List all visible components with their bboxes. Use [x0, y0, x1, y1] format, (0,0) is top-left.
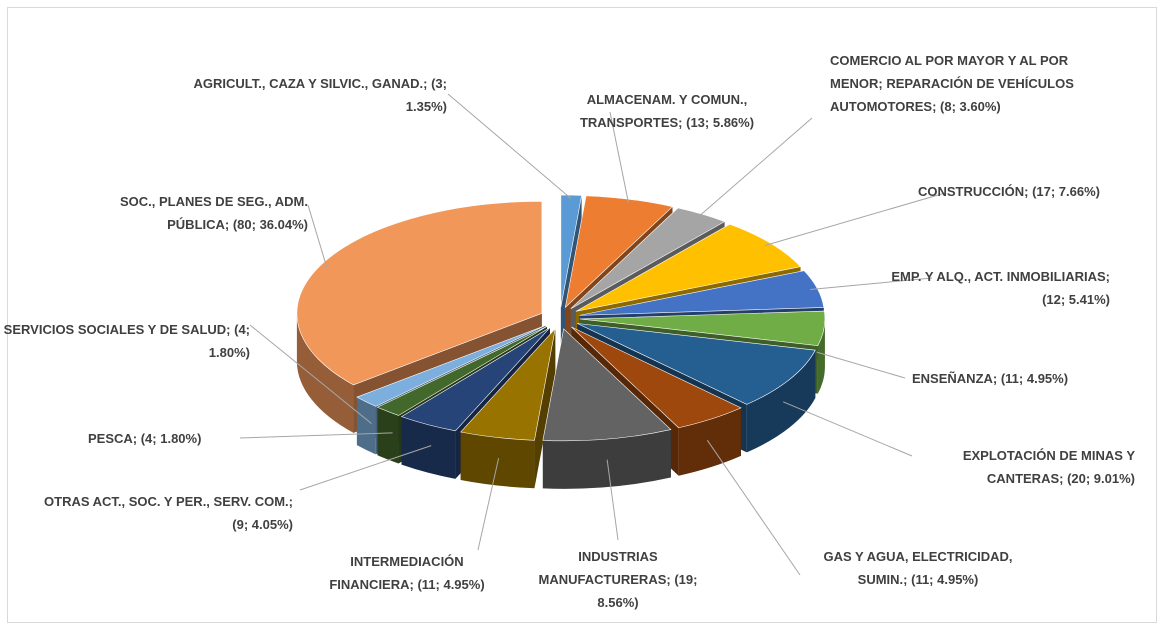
- data-label: EMP. Y ALQ., ACT. INMOBILIARIAS; (12; 5.…: [891, 269, 1110, 307]
- slice: [542, 328, 672, 489]
- data-label: INDUSTRIAS MANUFACTURERAS; (19; 8.56%): [538, 549, 698, 610]
- leader-line: [447, 93, 572, 199]
- leader-line: [307, 204, 328, 268]
- data-label: ENSEÑANZA; (11; 4.95%): [912, 371, 1069, 386]
- slice-top: [564, 195, 674, 309]
- data-label: CONSTRUCCIÓN; (17; 7.66%): [917, 184, 1100, 199]
- slice-side: [678, 407, 741, 476]
- leader-line: [606, 459, 619, 541]
- slice-top: [400, 327, 551, 432]
- slice-side: [356, 397, 376, 455]
- leader-line: [299, 445, 432, 491]
- slice-side: [401, 416, 456, 479]
- leader-line: [477, 458, 500, 551]
- slice-top: [542, 328, 672, 442]
- slice-top: [577, 323, 816, 405]
- leader-line: [249, 324, 372, 424]
- slice-top: [376, 326, 548, 416]
- data-label: SERVICIOS SOCIALES Y DE SALUD; (4; 1.80%…: [3, 322, 250, 360]
- leader-line: [816, 351, 906, 379]
- leader-line: [782, 401, 913, 457]
- data-label: INTERMEDIACIÓN FINANCIERA; (11; 4.95%): [329, 554, 485, 592]
- slice-top: [356, 325, 546, 407]
- data-label: EXPLOTACIÓN DE MINAS Y CANTERAS; (20; 9.…: [962, 448, 1135, 486]
- slice-top: [296, 201, 543, 386]
- chart-frame: [7, 7, 1157, 623]
- data-label: OTRAS ACT., SOC. Y PER., SERV. COM.; (9;…: [44, 494, 293, 532]
- slice: [460, 327, 556, 489]
- leader-line: [609, 111, 629, 203]
- data-label: ALMACENAM. Y COMUN., TRANSPORTES; (13; 5…: [579, 92, 755, 130]
- leader-line: [810, 277, 933, 290]
- leader-line: [764, 192, 946, 246]
- data-label: GAS Y AGUA, ELECTRICIDAD, SUMIN.; (11; 4…: [823, 549, 1013, 587]
- slice-top: [560, 194, 582, 308]
- slice-side: [296, 313, 354, 433]
- leader-line: [706, 439, 801, 576]
- data-label: SOC., PLANES DE SEG., ADM. PÚBLICA; (80;…: [119, 194, 308, 232]
- data-label: PESCA; (4; 1.80%): [88, 431, 202, 446]
- slice-top: [579, 310, 826, 346]
- data-label: COMERCIO AL POR MAYOR Y AL POR MENOR; RE…: [830, 53, 1074, 114]
- slice-side: [542, 429, 671, 489]
- leader-line: [697, 117, 813, 218]
- slice-side: [817, 318, 825, 394]
- data-label: AGRICULT., CAZA Y SILVIC., GANAD.; (3; 1…: [193, 76, 447, 114]
- leader-line: [239, 432, 393, 439]
- slice-side: [460, 432, 535, 489]
- slice-side: [377, 407, 399, 464]
- slice-top: [571, 326, 742, 429]
- slice-top: [460, 327, 556, 441]
- slice-side: [746, 350, 816, 453]
